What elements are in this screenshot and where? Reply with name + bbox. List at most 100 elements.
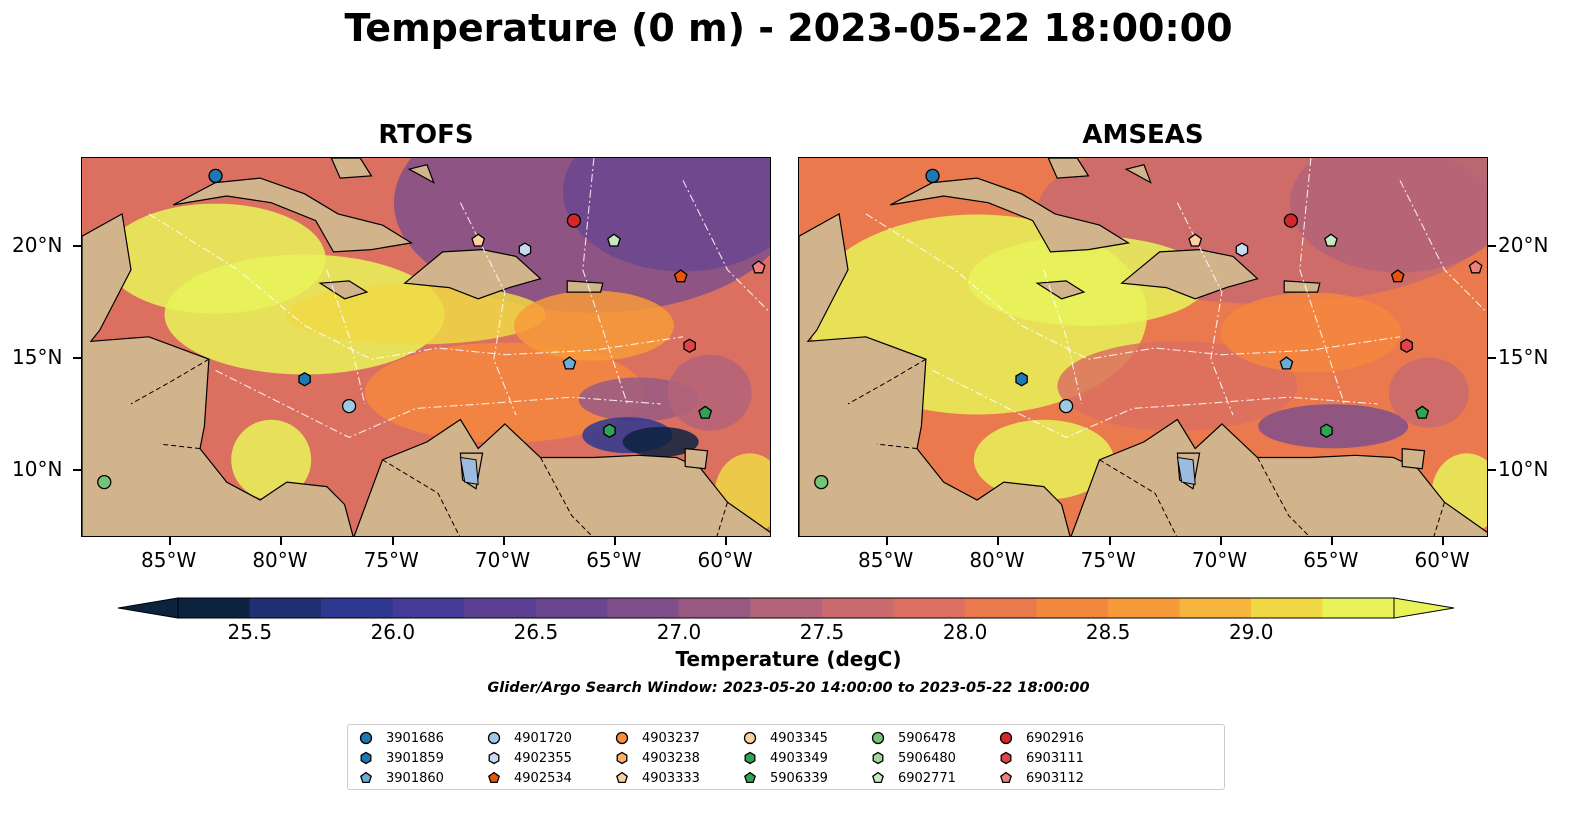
- lon-tick-mark: [169, 537, 172, 545]
- map-rtofs: [81, 157, 771, 537]
- colorbar-segment: [321, 598, 394, 618]
- legend-item: 4903349: [742, 748, 828, 768]
- float-6903111: [683, 338, 696, 354]
- float-6902916: [566, 213, 582, 228]
- colorbar-segment: [750, 598, 823, 618]
- land: [799, 158, 1487, 536]
- lon-tick-mark: [280, 537, 283, 545]
- float-6902771: [607, 233, 621, 247]
- lat-tick-mark: [73, 357, 81, 360]
- legend-item: 6903111: [998, 748, 1084, 768]
- legend-label: 4901720: [514, 730, 572, 746]
- legend-label: 3901859: [386, 750, 444, 766]
- legend-marker-circle: [615, 731, 629, 745]
- lon-tick-mark: [997, 537, 1000, 545]
- lon-tick-mark: [886, 537, 889, 545]
- legend-marker-hexagon: [872, 751, 884, 765]
- legend-item: 3901860: [358, 768, 444, 788]
- lat-tick-mark: [1488, 357, 1496, 360]
- colorbar-segment: [178, 598, 251, 618]
- float-3901860: [1279, 356, 1294, 370]
- legend-marker-pentagon: [744, 771, 756, 784]
- float-3901686: [208, 168, 223, 184]
- float-3901859: [298, 372, 311, 387]
- land: [82, 158, 770, 536]
- legend-label: 6902916: [1026, 730, 1084, 746]
- legend-item: 3901686: [358, 728, 444, 748]
- legend-label: 4903345: [770, 730, 828, 746]
- float-4903333: [1188, 233, 1203, 247]
- legend-marker-circle: [359, 731, 373, 745]
- lat-tick-label: 15°N: [1498, 345, 1549, 370]
- eez-lines: [148, 158, 770, 439]
- lon-tick-mark: [502, 537, 505, 545]
- colorbar-segment: [535, 598, 608, 618]
- colorbar-tick-label: 28.0: [942, 620, 988, 644]
- legend-item: 6902771: [870, 768, 956, 788]
- legend-item: 4903345: [742, 728, 828, 748]
- lat-tick-label: 15°N: [12, 345, 63, 370]
- lat-tick-mark: [73, 245, 81, 248]
- legend-marker-circle: [999, 731, 1013, 745]
- legend-marker-pentagon: [360, 771, 372, 784]
- float-6902771: [1324, 233, 1338, 247]
- float-4902534: [1390, 269, 1405, 283]
- lon-tick-label: 85°W: [858, 548, 914, 572]
- legend-label: 4902534: [514, 770, 572, 786]
- float-4902355: [518, 242, 532, 257]
- lon-tick-mark: [1108, 537, 1111, 545]
- colorbar-segment: [678, 598, 751, 618]
- figure-title: Temperature (0 m) - 2023-05-22 18:00:00: [344, 6, 1233, 50]
- lon-tick-label: 75°W: [1080, 548, 1136, 572]
- colorbar-segment: [821, 598, 894, 618]
- colorbar-tick-label: 26.5: [513, 620, 559, 644]
- colorbar-segment: [1036, 598, 1109, 618]
- colorbar-tick-label: 27.0: [656, 620, 702, 644]
- legend-item: 4902534: [486, 768, 572, 788]
- legend-item: 5906480: [870, 748, 956, 768]
- lat-tick-label: 20°N: [12, 233, 63, 258]
- float-6903112: [1468, 260, 1483, 274]
- legend-label: 6903111: [1026, 750, 1084, 766]
- legend-marker-hexagon: [744, 751, 756, 765]
- legend-label: 4902355: [514, 750, 572, 766]
- float-4903349: [603, 423, 616, 438]
- colorbar-segment: [893, 598, 966, 618]
- legend-label: 3901860: [386, 770, 444, 786]
- float-4902355: [1235, 242, 1249, 257]
- legend-item: 4903237: [614, 728, 700, 748]
- legend-marker-pentagon: [1000, 771, 1012, 784]
- legend-label: 4903333: [642, 770, 700, 786]
- legend-label: 4903238: [642, 750, 700, 766]
- float-3901859: [1015, 372, 1028, 387]
- legend-item: 4903333: [614, 768, 700, 788]
- legend-item: 5906478: [870, 728, 956, 748]
- colorbar-segment: [1107, 598, 1180, 618]
- float-6903112: [751, 260, 766, 274]
- lon-tick-label: 80°W: [969, 548, 1025, 572]
- lon-tick-mark: [391, 537, 394, 545]
- float-4902534: [673, 269, 688, 283]
- float-4901720: [341, 398, 357, 414]
- colorbar-tick-label: 28.5: [1085, 620, 1131, 644]
- float-5906339: [698, 405, 713, 419]
- eez-lines: [865, 158, 1487, 439]
- lon-tick-mark: [614, 537, 617, 545]
- legend-label: 3901686: [386, 730, 444, 746]
- borders: [130, 358, 728, 536]
- float-5906339: [1415, 405, 1430, 419]
- colorbar-segment: [1179, 598, 1252, 618]
- panel-title-amseas: AMSEAS: [1082, 120, 1204, 150]
- colorbar-segment: [249, 598, 322, 618]
- legend-label: 6903112: [1026, 770, 1084, 786]
- legend-marker-circle: [487, 731, 501, 745]
- lon-tick-mark: [1219, 537, 1222, 545]
- lon-tick-label: 65°W: [1303, 548, 1359, 572]
- lon-tick-mark: [725, 537, 728, 545]
- legend-marker-pentagon: [488, 771, 500, 784]
- lat-tick-label: 20°N: [1498, 233, 1549, 258]
- map-amseas: [798, 157, 1488, 537]
- colorbar-tick-label: 27.5: [799, 620, 845, 644]
- lon-tick-label: 60°W: [697, 548, 753, 572]
- colorbar-segment: [1250, 598, 1323, 618]
